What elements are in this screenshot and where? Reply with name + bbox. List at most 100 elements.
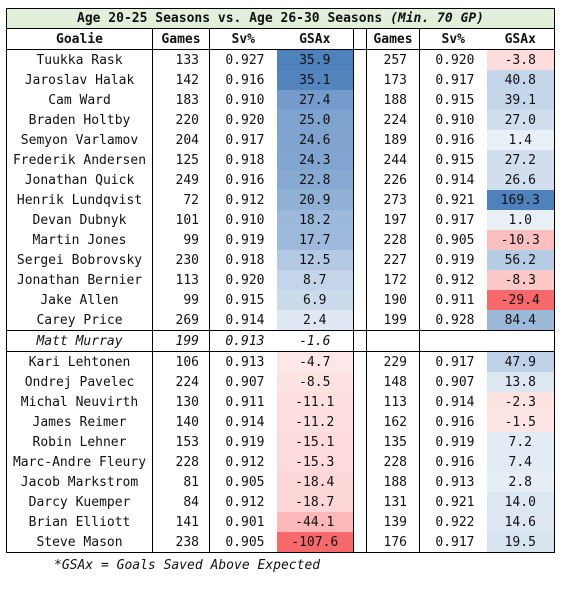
games-early-cell: 140: [152, 412, 210, 432]
sv-early-cell: 0.919: [225, 434, 265, 450]
header-gsax-early: GSAx: [276, 28, 354, 50]
games-early-cell: 99: [152, 290, 210, 310]
gsax-late-cell: 56.2: [486, 250, 555, 270]
games-late-cell: 227: [366, 250, 420, 270]
games-early-cell: 72: [152, 190, 210, 210]
games-late-cell: 190: [366, 290, 420, 310]
gsax-late-cell: -10.3: [486, 230, 555, 250]
table-row: Braden Holtby 220 0.920 25.0 224 0.910 27.0: [6, 110, 555, 130]
column-gap-cell: [353, 392, 367, 412]
games-early-cell: 130: [152, 392, 210, 412]
table-row: Darcy Kuemper 84 0.912 -18.7 131 0.921 14.0: [6, 492, 555, 512]
column-gap-cell: [353, 170, 367, 190]
table-row: Frederik Andersen 125 0.918 24.3 244 0.915 27.…: [6, 150, 555, 170]
goalie-name-cell: Jaroslav Halak: [6, 70, 153, 90]
games-late-cell: [366, 330, 420, 352]
goalie-name-cell: Braden Holtby: [6, 110, 153, 130]
goalie-name-cell: Henrik Lundqvist: [6, 190, 153, 210]
goalie-name-cell: Ondrej Pavelec: [6, 372, 153, 392]
table-row: Jaroslav Halak 142 0.916 35.1 173 0.917 40.8: [6, 70, 555, 90]
table-title: Age 20-25 Seasons vs. Age 26-30 Seasons …: [6, 8, 555, 29]
table-row: Martin Jones 99 0.919 17.7 228 0.905 -10.3: [6, 230, 555, 250]
column-gap-cell: [353, 512, 367, 532]
sv-early-cell: 0.916: [225, 72, 265, 88]
sv-late-cell: 0.917: [435, 72, 475, 88]
gsax-early-cell: 22.8: [276, 170, 354, 190]
column-gap-cell: [353, 432, 367, 452]
sv-late-cell: 0.920: [435, 52, 475, 68]
table-row: Robin Lehner 153 0.919 -15.1 135 0.919 7.2: [6, 432, 555, 452]
column-gap-cell: [353, 472, 367, 492]
games-early-cell: 220: [152, 110, 210, 130]
gsax-early-cell: 17.7: [276, 230, 354, 250]
column-gap-cell: [353, 330, 367, 352]
games-late-cell: 135: [366, 432, 420, 452]
gsax-late-cell: 169.3: [486, 190, 555, 210]
goalie-comparison-table-container: Age 20-25 Seasons vs. Age 26-30 Seasons …: [6, 8, 555, 553]
games-late-cell: 197: [366, 210, 420, 230]
goalie-name-cell: Steve Mason: [6, 532, 153, 553]
table-row: Henrik Lundqvist 72 0.912 20.9 273 0.921 169.3: [6, 190, 555, 210]
games-early-cell: 199: [152, 330, 210, 352]
goalie-name-cell: Jonathan Quick: [6, 170, 153, 190]
gsax-late-cell: 47.9: [486, 351, 555, 372]
games-early-cell: 183: [152, 90, 210, 110]
gsax-late-cell: -3.8: [486, 49, 555, 70]
sv-late-cell: 0.915: [435, 152, 475, 168]
column-gap-cell: [353, 412, 367, 432]
gsax-early-cell: -18.4: [276, 472, 354, 492]
header-sv-late: Sv%: [419, 28, 487, 50]
gsax-late-cell: 26.6: [486, 170, 555, 190]
gsax-late-cell: 40.8: [486, 70, 555, 90]
gsax-early-cell: 8.7: [276, 270, 354, 290]
column-gap-cell: [353, 130, 367, 150]
gsax-early-cell: -8.5: [276, 372, 354, 392]
gsax-late-cell: 1.0: [486, 210, 555, 230]
sv-late-cell: 0.912: [435, 272, 475, 288]
table-row: Sergei Bobrovsky 230 0.918 12.5 227 0.919 56.2: [6, 250, 555, 270]
sv-early-cell: 0.913: [209, 351, 277, 372]
gsax-late-cell: 2.8: [486, 472, 555, 492]
goalie-name-cell: Tuukka Rask: [6, 49, 153, 70]
table-row: Cam Ward 183 0.910 27.4 188 0.915 39.1: [6, 90, 555, 110]
sv-late-cell: 0.916: [435, 132, 475, 148]
gsax-early-cell: 35.1: [276, 70, 354, 90]
gsax-early-cell: -11.2: [276, 412, 354, 432]
gsax-late-cell: 7.2: [486, 432, 555, 452]
gsax-late-cell: 14.6: [486, 512, 555, 532]
sv-early-cell: 0.907: [225, 374, 265, 390]
sv-late-cell: 0.919: [435, 252, 475, 268]
games-late-cell: 131: [366, 492, 420, 512]
gsax-early-cell: -44.1: [276, 512, 354, 532]
gsax-late-cell: -8.3: [486, 270, 555, 290]
column-gap-cell: [353, 70, 367, 90]
sv-early-cell: 0.905: [209, 532, 277, 553]
column-gap-cell: [353, 492, 367, 512]
column-gap-cell: [353, 532, 367, 553]
sv-late-cell: 0.914: [435, 394, 475, 410]
table-row: Jonathan Quick 249 0.916 22.8 226 0.914 26.6: [6, 170, 555, 190]
games-late-cell: 188: [366, 90, 420, 110]
gsax-early-cell: -107.6: [276, 532, 354, 553]
games-late-cell: 188: [366, 472, 420, 492]
sv-late-cell: 0.919: [435, 434, 475, 450]
games-early-cell: 101: [152, 210, 210, 230]
gsax-late-cell: 27.2: [486, 150, 555, 170]
sv-early-cell: 0.920: [225, 272, 265, 288]
sv-early-cell: 0.915: [225, 292, 265, 308]
table-row: Carey Price 269 0.914 2.4 199 0.928 84.4: [6, 310, 555, 331]
gsax-late-cell: 7.4: [486, 452, 555, 472]
table-row: Ondrej Pavelec 224 0.907 -8.5 148 0.907 13.8: [6, 372, 555, 392]
games-early-cell: 204: [152, 130, 210, 150]
sv-late-cell: 0.914: [435, 172, 475, 188]
sv-late-cell: 0.916: [435, 454, 475, 470]
gsax-early-cell: -4.7: [276, 351, 354, 372]
goalie-name-cell: Jonathan Bernier: [6, 270, 153, 290]
sv-early-cell: 0.920: [225, 112, 265, 128]
gsax-late-cell: -29.4: [486, 290, 555, 310]
title-note: (Min. 70 GP): [390, 11, 484, 26]
goalie-name-cell: Carey Price: [6, 310, 153, 331]
title-main: Age 20-25 Seasons vs. Age 26-30 Seasons: [77, 11, 391, 26]
games-late-cell: 228: [366, 452, 420, 472]
table-row: Michal Neuvirth 130 0.911 -11.1 113 0.914 -2.3: [6, 392, 555, 412]
